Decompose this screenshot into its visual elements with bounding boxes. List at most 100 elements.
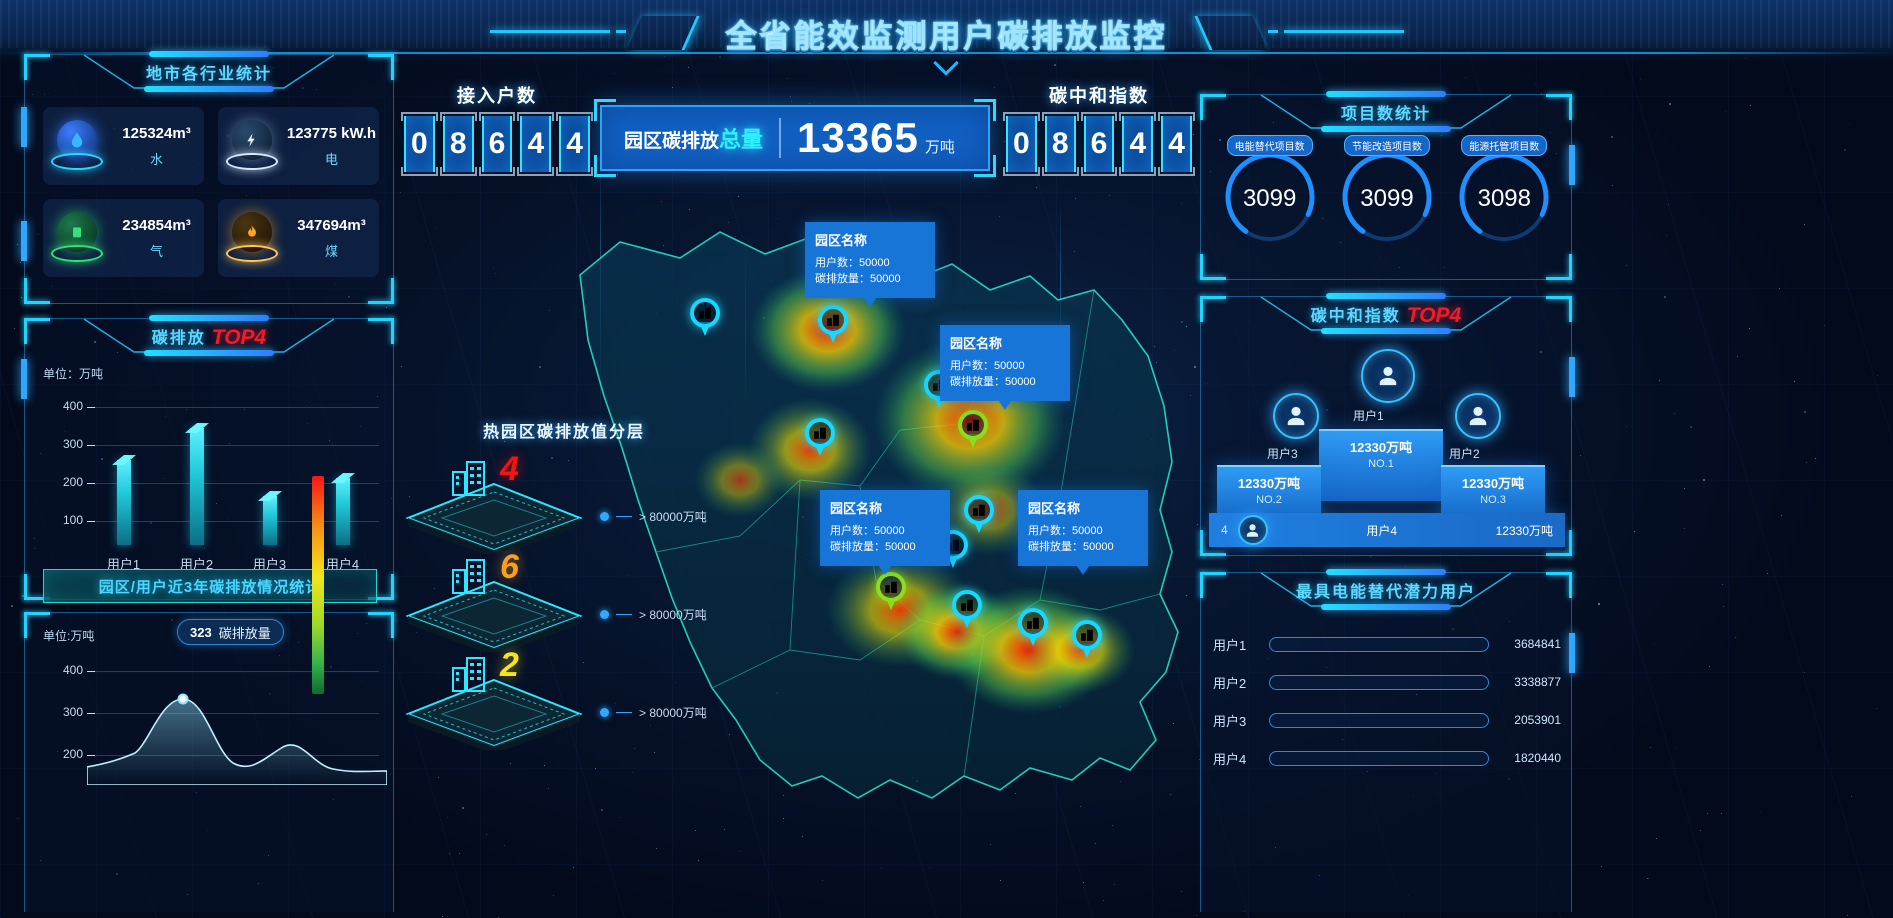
industry-stats-panel: 地市各行业统计 125324m³ 水 123775 [24,54,394,304]
building-icon [805,418,835,448]
map-marker-building[interactable] [952,590,982,630]
heat-layer-threshold: > 80000万吨 [639,508,707,525]
project-gauge-list: 电能替代项目数 3099 节能改造项目数 3099 能源托管项目数 3098 [1211,143,1563,256]
building-icon [690,298,720,328]
map-marker-building[interactable] [805,418,835,458]
project-panel-header: 项目数统计 [1221,94,1551,136]
title-decoration-left [490,16,700,50]
energy-card-coal[interactable]: 347694m³ 煤 [218,199,379,277]
counter-digits-right: 08644 [1006,116,1192,172]
y-tick-400: 400 [45,399,83,413]
map-marker-building[interactable] [1018,608,1048,648]
heat-layer-note: > 80000万吨 [600,606,707,623]
potential-panel-title: 最具电能替代潜力用户 [1221,578,1551,602]
popup-user-count: 用户数：50000 [815,256,925,272]
heat-layer-note: > 80000万吨 [600,704,707,721]
avatar-rank2[interactable] [1273,393,1319,439]
carbon-top4-panel-header: 碳中和指数 TOP4 [1221,296,1551,338]
counter-digit: 0 [1006,116,1037,172]
potential-user-row[interactable]: 用户2 3338877 [1213,663,1561,701]
heat-legend-row[interactable]: 6 > 80000万吨 [404,564,724,656]
heat-legend-row[interactable]: 4 > 80000万吨 [404,466,724,558]
map-popup[interactable]: 园区名称 用户数：50000 碳排放量：50000 [940,325,1070,401]
counter-digit: 4 [1161,116,1192,172]
potential-user-row[interactable]: 用户4 1820440 [1213,739,1561,777]
project-gauge[interactable]: 能源托管项目数 3098 [1450,143,1558,256]
podium-rank-label-rank3: NO.3 [1441,494,1545,506]
project-gauge[interactable]: 电能替代项目数 3099 [1216,143,1324,256]
map-popup[interactable]: 园区名称 用户数：50000 碳排放量：50000 [805,222,935,298]
potential-user-bar [1269,713,1489,728]
building-icon [818,305,848,335]
bar-column[interactable] [317,397,369,545]
avatar-rank3[interactable] [1455,393,1501,439]
energy-card-electricity[interactable]: 123775 kW.h 电 [218,107,379,185]
panel-side-tab [21,359,27,399]
title-decoration-right [1194,16,1404,50]
popup-emission: 碳排放量：50000 [950,375,1060,391]
potential-user-bar [1269,637,1489,652]
total-label-plain: 园区碳排放 [624,131,719,152]
industry-panel-header: 地市各行业统计 [44,54,374,96]
building-icon [452,460,486,501]
podium-value-rank2: 12330万吨 [1217,473,1321,492]
energy-card-list: 125324m³ 水 123775 kW.h 电 [43,107,379,277]
potential-user-name: 用户3 [1213,711,1259,730]
heat-layer-count: 2 [500,646,519,685]
popup-title: 园区名称 [815,230,925,249]
bar-series [87,397,379,545]
building-icon [452,558,486,599]
bar-column[interactable] [171,397,223,545]
map-popup[interactable]: 园区名称 用户数：50000 碳排放量：50000 [820,490,950,566]
potential-user-row[interactable]: 用户1 3684841 [1213,625,1561,663]
tooltip-label: 碳排放量 [219,623,271,642]
avatar-rank4 [1238,515,1268,545]
popup-title: 园区名称 [1028,498,1138,517]
industry-panel-title: 地市各行业统计 [44,60,374,84]
top4-panel-header: 碳排放 TOP4 [44,318,374,360]
heat-layer-threshold: > 80000万吨 [639,704,707,721]
total-label-accent: 总量 [719,127,763,152]
map-marker-building[interactable] [690,298,720,338]
heat-legend-row[interactable]: 2 > 80000万吨 [404,662,724,754]
podium-rank1[interactable]: 12330万吨 NO.1 [1319,429,1443,501]
carbon-top4-badge: TOP4 [1407,304,1461,327]
energy-card-value: 347694m³ [297,217,365,234]
map-marker-building[interactable] [958,410,988,450]
building-icon [1018,608,1048,638]
carbon-top4-chart-panel: 碳排放 TOP4 单位：万吨 400 300 200 100 用户1 用户2 用户3 用… [24,318,394,600]
map-marker-building[interactable] [964,495,994,535]
map-marker-building[interactable] [818,305,848,345]
carbon-trend-panel: 单位:万吨 323 碳排放量 400 300 200 [24,612,394,912]
building-icon [1072,620,1102,650]
energy-card-gas[interactable]: 234854m³ 气 [43,199,204,277]
building-icon [452,656,486,697]
popup-user-count: 用户数：50000 [830,524,940,540]
potential-user-row[interactable]: 用户3 2053901 [1213,701,1561,739]
area-chart-tooltip: 323 碳排放量 [177,619,284,645]
y-tick-300: 300 [45,705,83,719]
project-gauge[interactable]: 节能改造项目数 3099 [1333,143,1441,256]
building-icon [958,410,988,440]
energy-card-value: 234854m³ [122,217,190,234]
heat-layer-count: 4 [500,450,519,489]
avatar-rank1[interactable] [1361,349,1415,403]
bar-column[interactable] [98,397,150,545]
potential-panel-header: 最具电能替代潜力用户 [1221,572,1551,614]
trend-subtitle-bar[interactable]: 园区/用户近3年碳排放情况统计 [43,569,377,603]
rank4-row[interactable]: 4 用户4 12330万吨 [1209,513,1565,547]
top4-panel-title: 碳排放 [152,330,206,347]
map-marker-building[interactable] [876,572,906,612]
map-popup[interactable]: 园区名称 用户数：50000 碳排放量：50000 [1018,490,1148,566]
potential-user-bar [1269,751,1489,766]
energy-card-water[interactable]: 125324m³ 水 [43,107,204,185]
counter-digit: 4 [559,116,590,172]
page-title: 全省能效监测用户碳排放监控 [726,11,1168,56]
bar-column[interactable] [244,397,296,545]
trend-subtitle-text: 园区/用户近3年碳排放情况统计 [99,576,322,597]
map-marker-building[interactable] [1072,620,1102,660]
potential-user-value: 3338877 [1499,675,1561,689]
y-tick-200: 200 [45,747,83,761]
counter-digit: 8 [443,116,474,172]
rank4-number: 4 [1221,523,1228,537]
